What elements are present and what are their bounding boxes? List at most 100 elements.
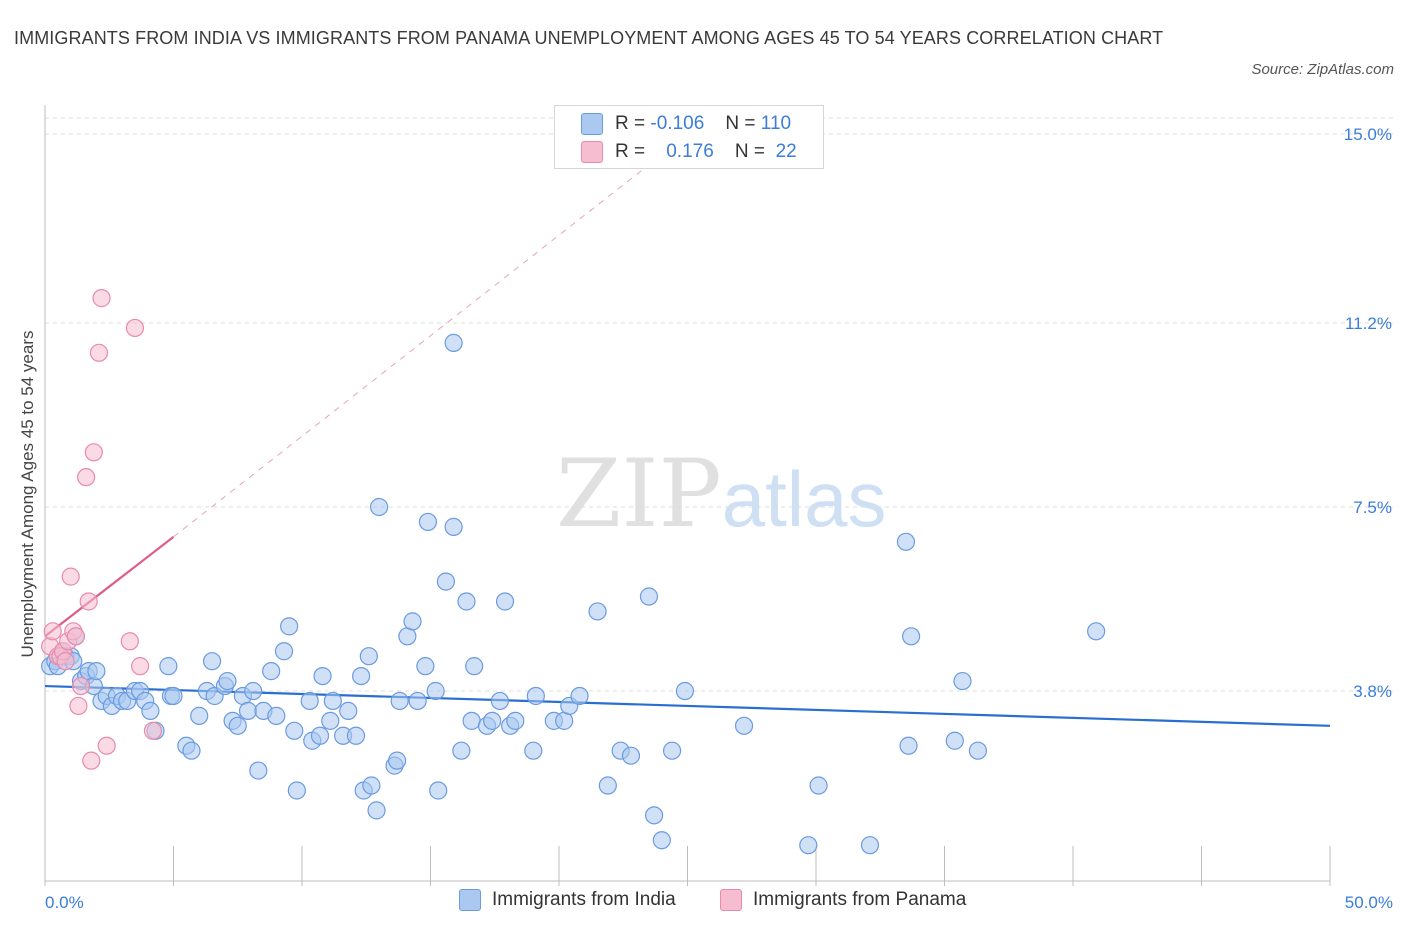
panama-point xyxy=(77,468,96,487)
india-swatch-icon xyxy=(581,113,603,135)
zipatlas-watermark: ZIPatlas xyxy=(556,440,886,549)
data-points xyxy=(41,289,1106,855)
india-r-value: -0.106 xyxy=(650,113,705,134)
india-point xyxy=(323,691,342,711)
panama-trend-line xyxy=(44,535,175,638)
india-point xyxy=(182,741,201,760)
india-point xyxy=(359,647,378,666)
india-point xyxy=(362,776,381,795)
panama-point xyxy=(71,676,91,696)
y-tick-label: 15.0% xyxy=(1344,125,1392,144)
trend-lines xyxy=(44,168,1331,727)
india-legend-label: Immigrants from India xyxy=(492,889,676,910)
y-axis-title: Unemployment Among Ages 45 to 54 years xyxy=(18,331,37,658)
gridlines xyxy=(45,117,1395,692)
india-point xyxy=(662,741,682,760)
india-point xyxy=(465,657,484,676)
axes: 3.8% 7.5% 11.2% 15.0% 0.0% 50.0% xyxy=(44,105,1393,912)
india-point xyxy=(228,716,247,735)
india-point xyxy=(436,572,456,591)
legend-item-panama[interactable]: Immigrants from Panama xyxy=(720,889,966,911)
india-point xyxy=(570,686,589,706)
india-legend-swatch-icon xyxy=(459,889,481,911)
panama-point xyxy=(125,318,145,338)
legend-row-panama: R = 0.176 N = 22 xyxy=(581,139,797,165)
india-point xyxy=(968,741,988,760)
india-point xyxy=(418,512,438,532)
panama-point xyxy=(43,622,62,641)
india-r-label: R = xyxy=(615,113,646,134)
panama-legend-label: Immigrants from Panama xyxy=(753,889,967,910)
india-point xyxy=(644,806,664,825)
india-point xyxy=(408,691,427,711)
panama-point xyxy=(92,289,111,308)
india-point xyxy=(809,776,828,795)
india-point xyxy=(249,761,268,780)
panama-r-label: R = xyxy=(615,141,646,162)
india-point xyxy=(287,781,306,800)
india-point xyxy=(387,751,407,770)
india-point xyxy=(285,721,304,740)
india-point xyxy=(675,681,695,701)
india-point xyxy=(310,726,330,745)
panama-point xyxy=(56,652,75,671)
panama-point xyxy=(61,567,80,586)
india-point xyxy=(524,741,543,760)
india-point xyxy=(300,691,319,711)
india-point xyxy=(321,711,340,730)
india-point xyxy=(734,716,754,735)
india-point xyxy=(390,691,409,711)
india-point xyxy=(457,592,476,611)
india-point xyxy=(426,681,445,701)
chart-title: IMMIGRANTS FROM INDIA VS IMMIGRANTS FROM… xyxy=(14,28,1164,48)
india-point xyxy=(639,587,659,606)
legend-item-india[interactable]: Immigrants from India xyxy=(459,889,676,911)
india-point xyxy=(598,776,617,795)
india-point xyxy=(367,801,386,820)
y-tick-label: 3.8% xyxy=(1353,682,1392,701)
india-point xyxy=(416,657,435,676)
india-point xyxy=(506,711,525,730)
panama-swatch-icon xyxy=(581,141,603,163)
india-point xyxy=(452,741,471,760)
panama-n-value: 22 xyxy=(775,141,797,162)
x-tick-label-max: 50.0% xyxy=(1345,893,1393,912)
india-point xyxy=(462,711,481,730)
panama-trend-extension xyxy=(173,168,645,538)
india-point xyxy=(860,836,880,855)
india-point xyxy=(313,666,332,686)
india-point xyxy=(444,517,463,536)
india-point xyxy=(945,731,964,750)
panama-point xyxy=(97,736,116,755)
india-point xyxy=(244,681,263,701)
india-point xyxy=(280,617,299,636)
india-point xyxy=(652,831,671,850)
india-point xyxy=(339,701,358,721)
india-point xyxy=(483,711,502,730)
india-n-value: 110 xyxy=(760,113,792,134)
panama-point xyxy=(79,592,98,611)
panama-legend-swatch-icon xyxy=(720,889,742,911)
panama-point xyxy=(66,627,85,646)
india-point xyxy=(588,602,607,621)
y-tick-label: 11.2% xyxy=(1345,314,1392,333)
panama-r-value: 0.176 xyxy=(666,141,714,162)
india-point xyxy=(267,706,286,725)
india-point xyxy=(218,671,237,691)
india-point xyxy=(495,592,515,611)
india-point xyxy=(621,746,641,765)
india-point xyxy=(1087,622,1106,641)
y-tick-label: 7.5% xyxy=(1353,498,1392,517)
series-legend: Immigrants from India Immigrants from Pa… xyxy=(0,889,1406,915)
panama-n-label: N = xyxy=(734,141,766,162)
india-point xyxy=(352,666,371,686)
india-point xyxy=(164,686,183,706)
india-point xyxy=(202,652,222,671)
panama-point xyxy=(69,696,88,716)
panama-point xyxy=(120,632,139,651)
x-tick-label-min: 0.0% xyxy=(45,893,84,912)
source-label: Source: ZipAtlas.com xyxy=(1251,61,1394,78)
panama-point xyxy=(130,657,150,676)
india-point xyxy=(899,736,918,755)
india-point xyxy=(346,726,366,745)
